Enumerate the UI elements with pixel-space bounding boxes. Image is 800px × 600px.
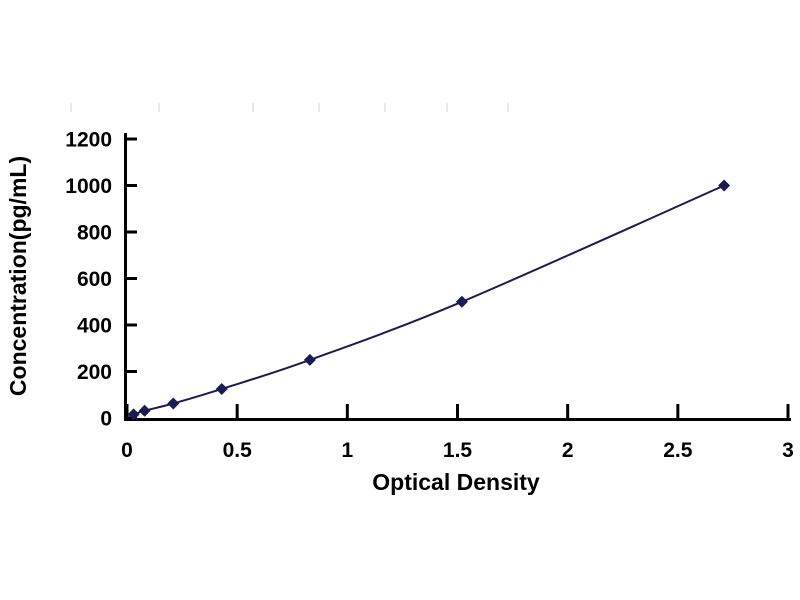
chart-generated-layer: 0 0.5 1 1.5 2 2.5 3 0 200 400 600 800 1000 1200 (65, 103, 794, 462)
faint-artifact-mark (252, 103, 254, 112)
y-tick-label: 1200 (65, 129, 112, 152)
y-axis-tick (127, 184, 137, 187)
faint-artifact-mark (70, 103, 72, 112)
y-axis-tick (127, 230, 137, 234)
x-tick-label: 3 (782, 439, 794, 462)
x-tick-label: 1.5 (443, 439, 473, 462)
y-axis-tick (127, 137, 137, 141)
data-point-diamond (455, 295, 468, 308)
x-tick-label: 0 (121, 439, 133, 462)
x-axis-tick (676, 404, 680, 418)
y-axis-line (124, 133, 127, 421)
data-point-diamond (718, 179, 731, 192)
x-axis-tick (125, 404, 129, 418)
y-tick-label: 200 (77, 361, 112, 384)
y-axis-tick (127, 323, 137, 327)
data-point-diamond (215, 382, 228, 395)
y-tick-label: 1000 (65, 175, 112, 198)
x-tick-label: 0.5 (223, 439, 253, 462)
x-axis-title: Optical Density (372, 469, 540, 495)
data-point-diamond (138, 404, 151, 417)
faint-artifact-mark (384, 103, 386, 112)
x-tick-label: 2 (562, 439, 574, 462)
x-axis-tick (345, 404, 349, 418)
faint-artifact-mark (507, 103, 509, 112)
data-point-diamond (167, 397, 180, 410)
standard-curve-line (133, 184, 725, 416)
y-axis-tick (127, 277, 137, 280)
x-axis-tick (456, 404, 459, 418)
x-tick-label: 1 (341, 439, 353, 462)
y-axis-tick (127, 370, 137, 373)
faint-artifact-mark (318, 103, 320, 112)
x-axis-tick (235, 404, 239, 418)
data-point-diamond (127, 408, 140, 421)
faint-artifact-mark (446, 103, 448, 112)
x-axis-line (124, 418, 791, 421)
y-tick-label: 0 (100, 408, 112, 431)
y-tick-label: 400 (77, 315, 112, 338)
x-axis-tick (566, 404, 570, 418)
x-axis-tick (786, 404, 790, 418)
y-tick-label: 800 (77, 222, 112, 245)
faint-artifact-mark (158, 103, 160, 112)
data-point-diamond (303, 353, 316, 366)
x-tick-label: 2.5 (663, 439, 693, 462)
y-axis-title: Concentration(pg/mL) (5, 156, 31, 396)
y-tick-label: 600 (77, 268, 112, 291)
